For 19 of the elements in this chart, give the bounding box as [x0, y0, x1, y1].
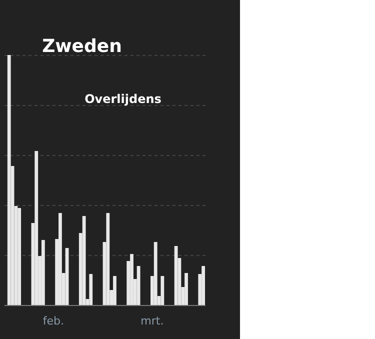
bar [154, 242, 158, 305]
x-tick-label: mrt. [140, 314, 164, 328]
chart-title: Zweden [42, 36, 122, 57]
x-tick-label: feb. [42, 314, 64, 328]
bar [184, 273, 188, 305]
bar [113, 276, 116, 305]
bar [130, 254, 134, 305]
bar [89, 274, 93, 305]
bar [7, 55, 11, 305]
bar [136, 266, 140, 305]
bar [202, 266, 205, 305]
bar [18, 208, 22, 305]
bar [34, 151, 38, 305]
bar [41, 240, 45, 305]
text: Overlijdens [84, 92, 162, 106]
bar [160, 276, 164, 305]
bar [82, 216, 86, 305]
bar [58, 213, 62, 305]
bar [106, 213, 110, 305]
